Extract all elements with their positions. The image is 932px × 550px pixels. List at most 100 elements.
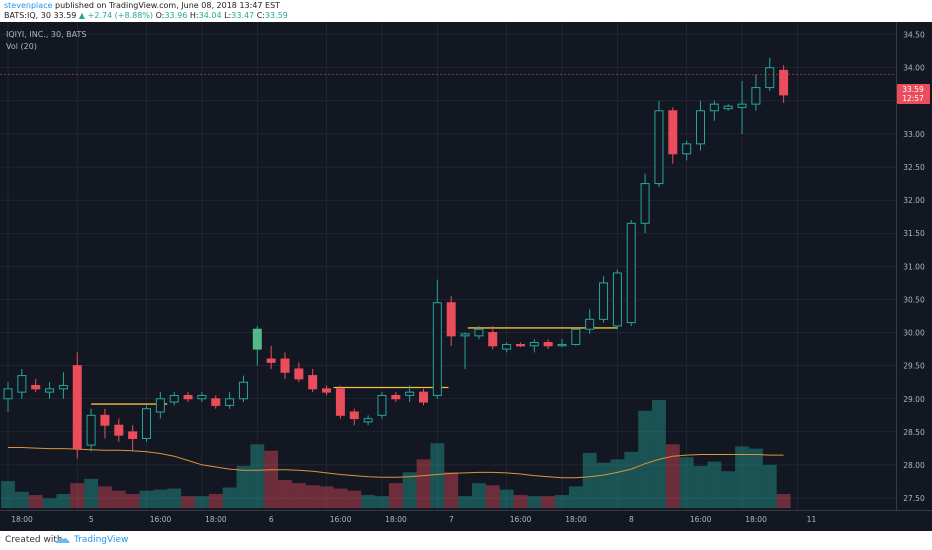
time-tick-label: 8: [629, 515, 634, 524]
candle: [709, 100, 719, 121]
candle: [391, 392, 401, 403]
price-tick-label: 34.50: [903, 31, 925, 40]
volume-bar: [430, 443, 445, 508]
candle: [723, 104, 733, 111]
candle-body: [86, 414, 96, 446]
volume-bar: [181, 496, 195, 508]
candle: [3, 382, 13, 412]
volume-bar: [499, 489, 514, 508]
close-value: 33.59: [264, 11, 288, 20]
volume-bar: [28, 495, 43, 508]
candle-body: [599, 282, 609, 320]
candle-body: [723, 105, 733, 110]
volume-bar: [555, 495, 569, 508]
candle-body: [515, 343, 525, 347]
candle-body: [363, 418, 373, 423]
candle: [502, 342, 512, 353]
candle-body: [45, 388, 55, 393]
candle: [585, 309, 595, 334]
candle-body: [308, 375, 318, 390]
candle: [211, 395, 221, 409]
volume-bar: [1, 481, 15, 508]
volume-bar: [375, 496, 389, 508]
time-tick-label: 18:00: [385, 515, 407, 524]
candle: [86, 408, 96, 452]
volume-bar: [665, 444, 680, 508]
candle: [252, 325, 262, 366]
candle-body: [446, 302, 456, 337]
candle: [128, 425, 138, 452]
candle: [308, 368, 318, 393]
volume-bar: [610, 459, 625, 508]
candle: [668, 107, 678, 164]
candle-body: [640, 183, 650, 224]
author-link[interactable]: stevenplace: [4, 1, 53, 10]
candle-body: [405, 391, 415, 396]
open-value: 33.96: [164, 11, 188, 20]
candle: [529, 339, 539, 353]
time-tick-label: 16:00: [510, 515, 532, 524]
candle-body: [779, 69, 789, 96]
candle: [419, 388, 428, 406]
price-badge-countdown: 12:57: [902, 94, 924, 103]
candle-body: [58, 385, 68, 390]
open-label: O:: [155, 11, 165, 20]
price-tick-label: 29.00: [903, 395, 925, 404]
price-badge-price: 33.59: [902, 85, 924, 94]
price-badge: 33.59 12:57: [897, 84, 930, 104]
time-tick-label: 18:00: [11, 515, 33, 524]
candle-body: [169, 394, 179, 403]
price-badge-bg: [897, 84, 930, 104]
candles: [3, 57, 789, 459]
price-tick-label: 28.50: [903, 428, 925, 437]
volume-bar: [776, 493, 791, 508]
candle: [696, 100, 705, 151]
volume-bar: [278, 479, 292, 508]
candle-body: [252, 328, 262, 350]
candle-body: [114, 424, 124, 436]
volume-bar: [749, 448, 763, 508]
volume-bar: [679, 457, 694, 508]
created-with-text: Created with: [5, 535, 63, 545]
candle: [169, 392, 179, 406]
candle-body: [419, 391, 428, 403]
price-tick-label: 31.50: [903, 229, 925, 238]
candle: [737, 80, 747, 134]
time-axis[interactable]: 18:00 5 16:00 18:00 6 16:00 18:00 7 16:00 18:00 8 1…: [0, 510, 932, 525]
price-tick-label: 33.00: [903, 130, 925, 139]
candlestick-chart[interactable]: 27.50 28.00 28.50 29.00 29.50 30.00 30.50 31.00…: [0, 22, 932, 531]
volume-bar: [291, 483, 306, 508]
volume-bar: [513, 495, 528, 508]
volume-bar: [388, 483, 403, 508]
volume-bar: [624, 451, 639, 508]
candle: [543, 339, 553, 350]
volume-bar: [56, 493, 71, 508]
candle: [626, 220, 636, 326]
candle-body: [335, 388, 345, 416]
candle: [682, 140, 692, 161]
time-tick-label: 18:00: [745, 515, 767, 524]
candle: [280, 352, 290, 379]
candle: [654, 100, 664, 187]
price-tick-label: 32.50: [903, 163, 925, 172]
tradingview-brand-link[interactable]: TradingView: [74, 535, 129, 545]
volume-bar: [236, 465, 251, 508]
candle: [515, 342, 525, 348]
candle: [432, 279, 442, 399]
volume-bar: [125, 493, 140, 508]
price-axis[interactable]: 27.50 28.00 28.50 29.00 29.50 30.00 30.50 31.00…: [896, 22, 925, 510]
low-label: L:: [224, 11, 232, 20]
volume-bar: [195, 496, 209, 508]
candle: [197, 392, 207, 403]
volume-bar: [42, 498, 57, 508]
volume-bar: [250, 444, 265, 508]
volume-legend: Vol (20): [6, 42, 37, 51]
low-value: 33.47: [231, 11, 255, 20]
candle: [142, 405, 151, 442]
time-tick-label: 6: [269, 515, 274, 524]
volume-bar: [347, 490, 362, 508]
candle-body: [211, 398, 221, 406]
candle: [405, 385, 415, 403]
volume-bar: [264, 450, 279, 508]
